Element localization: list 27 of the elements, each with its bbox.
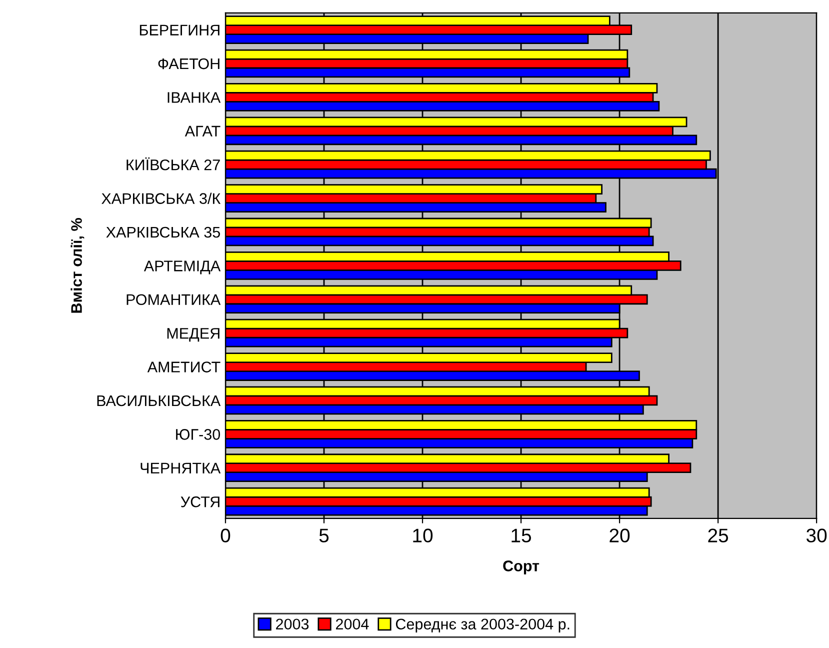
y-axis-title: Вміст олії, % [70,218,84,313]
y-tick-label: ЮГ-30 [176,429,220,440]
legend-label: 2003 [276,618,309,630]
x-tick-label: 30 [806,528,827,542]
y-tick-label: ЧЕРНЯТКА [140,462,221,474]
x-axis-title: Сорт [503,560,540,574]
x-tick-label: 5 [319,528,329,542]
y-tick-label: ХАРКІВСЬКА 35 [106,226,220,238]
y-tick-label: ХАРКІВСЬКА 3/К [102,192,221,204]
x-tick-label: 10 [413,528,433,542]
y-tick-label: ІВАНКА [168,92,221,103]
x-tick-label: 25 [708,528,728,542]
y-tick-label: АМЕТИСТ [147,362,220,372]
y-tick-label: КИЇВСЬКА 27 [126,157,220,170]
x-tick-label: 0 [220,528,230,542]
y-tick-label: РОМАНТИКА [126,294,221,306]
y-tick-label: ВАСИЛЬКІВСЬКА [97,395,221,406]
y-tick-label: АРТЕМІДА [144,260,221,274]
y-tick-label: БЕРЕГИНЯ [140,24,220,36]
x-tick-label: 15 [512,528,532,542]
legend-label: Середнє за 2003-2004 р. [396,618,570,633]
x-tick-label: 20 [610,528,630,542]
y-tick-label: УСТЯ [180,496,220,508]
legend-label: 2004 [336,618,369,630]
y-tick-label: ФАЕТОН [158,58,220,70]
y-tick-label: МЕДЕЯ [167,328,220,342]
y-tick-label: АГАТ [184,126,220,136]
